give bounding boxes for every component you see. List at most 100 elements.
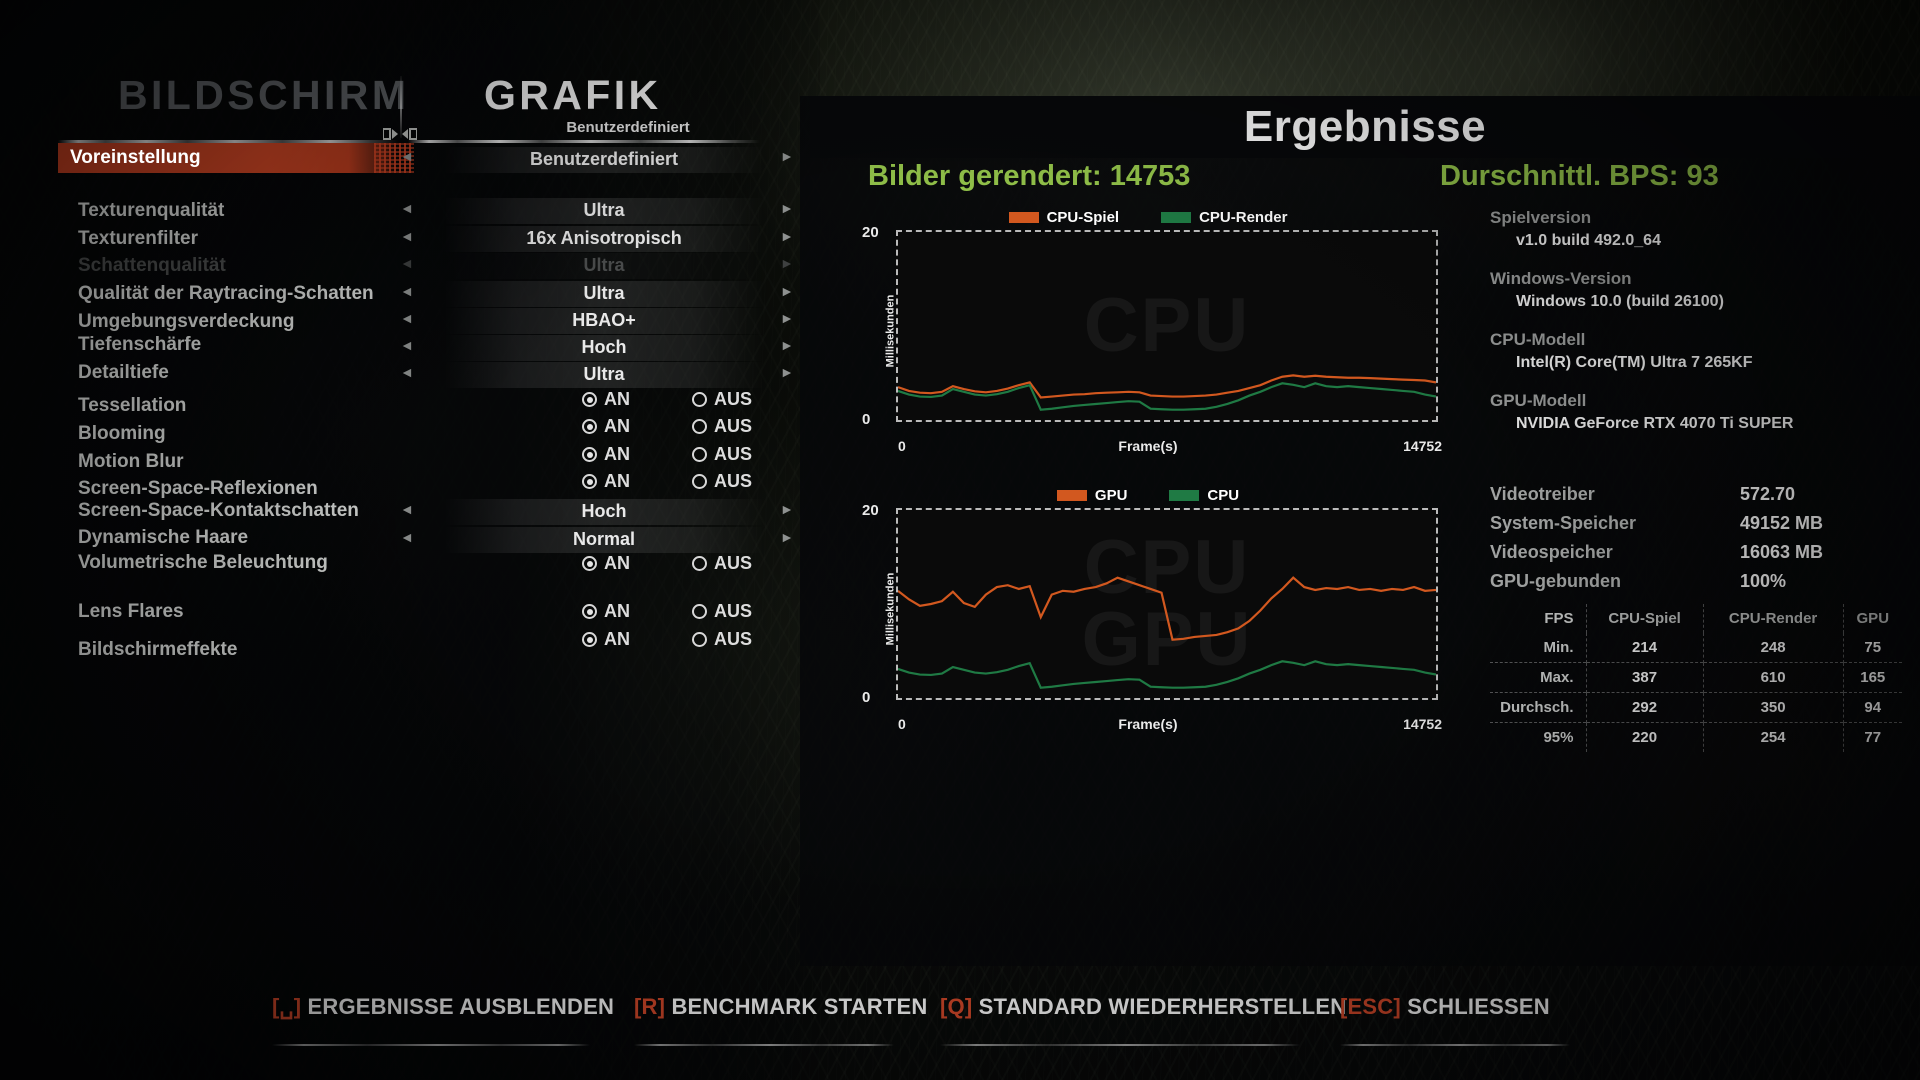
radio-unselected-icon	[692, 447, 707, 462]
y-axis-label: Millisekunden	[884, 294, 897, 368]
setting-radio-group: AN AUS	[444, 471, 764, 497]
radio-option-off[interactable]: AUS	[692, 389, 752, 410]
radio-option-on[interactable]: AN	[582, 416, 630, 437]
setting-arrow-right-icon[interactable]: ►	[780, 501, 794, 517]
radio-option-off[interactable]: AUS	[692, 629, 752, 650]
radio-label: AUS	[714, 629, 753, 649]
radio-option-on[interactable]: AN	[582, 553, 630, 574]
chart-series-line	[898, 578, 1436, 640]
table-cell: 610	[1702, 662, 1844, 693]
radio-option-off[interactable]: AUS	[692, 416, 752, 437]
command-standard-wiederherstellen[interactable]: [Q] STANDARD WIEDERHERSTELLEN	[940, 994, 1346, 1046]
average-fps-stat: Durschnittl. BPS: 93	[1440, 160, 1719, 192]
setting-arrow-left-icon[interactable]: ◄	[400, 200, 414, 216]
radio-label: AN	[604, 553, 630, 573]
radio-option-off[interactable]: AUS	[692, 471, 752, 492]
radio-label: AUS	[714, 416, 753, 436]
system-spec-value: 49152 MB	[1740, 513, 1824, 533]
system-info-block: Spielversion v1.0 build 492.0_64	[1490, 208, 1910, 250]
command-label: SCHLIESSEN	[1400, 994, 1550, 1019]
legend-swatch-icon	[1056, 489, 1087, 501]
command-key-badge: [␣]	[272, 994, 302, 1019]
setting-value-row: ◄ Normal ►	[58, 527, 794, 555]
setting-value[interactable]: Ultra	[444, 281, 764, 307]
setting-value-wrap: HBAO+	[444, 308, 764, 334]
command-ergebnisse-ausblenden[interactable]: [␣] ERGEBNISSE AUSBLENDEN	[272, 994, 614, 1046]
setting-arrow-right-icon[interactable]: ►	[780, 228, 794, 244]
table-cell: 77	[1842, 722, 1902, 752]
table-column-header: GPU	[1842, 604, 1902, 633]
setting-value-row: ◄ Ultra ►	[58, 253, 794, 281]
radio-unselected-icon	[692, 604, 707, 619]
setting-arrow-right-icon[interactable]: ►	[780, 364, 794, 380]
setting-arrow-left-icon[interactable]: ◄	[400, 529, 414, 545]
radio-option-on[interactable]: AN	[582, 629, 630, 650]
setting-value[interactable]: Ultra	[444, 362, 764, 388]
legend-item: CPU-Spiel	[1008, 209, 1119, 226]
radio-label: AUS	[714, 389, 753, 409]
command-benchmark-starten[interactable]: [R] BENCHMARK STARTEN	[634, 994, 927, 1046]
radio-option-on[interactable]: AN	[582, 601, 630, 622]
setting-value-row: AN AUS	[58, 416, 764, 444]
radio-selected-icon	[582, 632, 597, 647]
table-cell: Max.	[1540, 669, 1574, 686]
system-info-value: Windows 10.0 (build 26100)	[1516, 293, 1724, 310]
radio-option-off[interactable]: AUS	[692, 601, 752, 622]
radio-option-on[interactable]: AN	[582, 471, 630, 492]
setting-arrow-right-icon[interactable]: ►	[780, 337, 794, 353]
fps-summary-table: FPS CPU-Spiel CPU-Render GPU Min. 214 248 75 Ma…	[1490, 604, 1902, 752]
chart-series-line	[898, 661, 1436, 687]
setting-radio-group: AN AUS	[444, 601, 764, 627]
radio-unselected-icon	[692, 632, 707, 647]
system-info-key: Spielversion	[1490, 208, 1592, 227]
radio-option-off[interactable]: AUS	[692, 444, 752, 465]
table-cell: 248	[1702, 633, 1844, 663]
legend-item: CPU-Render	[1161, 209, 1287, 226]
setting-arrow-right-icon[interactable]: ►	[780, 529, 794, 545]
setting-radio-group: AN AUS	[444, 629, 764, 655]
y-axis-label: Millisekunden	[884, 572, 897, 646]
command-text: [R] BENCHMARK STARTEN	[634, 994, 927, 1020]
chart-legend: CPU-Spiel CPU-Render	[848, 206, 1448, 228]
setting-value-wrap: Ultra	[444, 198, 764, 224]
radio-label: AN	[604, 601, 630, 621]
setting-arrow-left-icon[interactable]: ◄	[400, 283, 414, 299]
system-info-block: GPU-Modell NVIDIA GeForce RTX 4070 Ti SUP…	[1490, 391, 1910, 433]
table-row: Durchsch. 292 350 94	[1490, 692, 1902, 723]
setting-arrow-right-icon[interactable]: ►	[780, 200, 794, 216]
radio-label: AN	[604, 416, 630, 436]
setting-arrow-left-icon[interactable]: ◄	[400, 501, 414, 517]
system-spec-key: System-Speicher	[1490, 513, 1637, 533]
radio-option-on[interactable]: AN	[582, 389, 630, 410]
y-axis-tick-max: 20	[862, 224, 879, 241]
legend-swatch-icon	[1008, 211, 1039, 223]
setting-value[interactable]: HBAO+	[444, 308, 764, 334]
setting-arrow-left-icon[interactable]: ◄	[400, 310, 414, 326]
radio-selected-icon	[582, 556, 597, 571]
setting-value[interactable]: 16x Anisotropisch	[444, 226, 764, 252]
command-schliessen[interactable]: [ESC] SCHLIESSEN	[1340, 994, 1570, 1046]
table-column-header: FPS	[1544, 610, 1574, 627]
setting-value[interactable]: Hoch	[444, 335, 764, 361]
setting-arrow-left-icon[interactable]: ◄	[400, 228, 414, 244]
radio-label: AN	[604, 471, 630, 491]
chart-plot-area: CPU	[896, 230, 1438, 422]
setting-value-row: ◄ 16x Anisotropisch ►	[58, 226, 794, 254]
setting-value[interactable]: Normal	[444, 527, 764, 553]
system-info-key: CPU-Modell	[1490, 330, 1586, 349]
radio-option-off[interactable]: AUS	[692, 553, 752, 574]
setting-arrow-right-icon[interactable]: ►	[780, 310, 794, 326]
setting-arrow-right-icon[interactable]: ►	[780, 283, 794, 299]
radio-selected-icon	[582, 419, 597, 434]
table-body: Min. 214 248 75 Max. 387 610 165 Durchsch. 292 350…	[1490, 633, 1902, 752]
setting-value[interactable]: Hoch	[444, 499, 764, 525]
chart-legend: GPU CPU	[848, 484, 1448, 506]
setting-arrow-right-icon: ►	[780, 255, 794, 271]
system-spec-value: 572.70	[1740, 484, 1796, 504]
setting-value[interactable]: Ultra	[444, 198, 764, 224]
setting-arrow-left-icon[interactable]: ◄	[400, 364, 414, 380]
table-row: 95% 220 254 77	[1490, 722, 1902, 752]
setting-arrow-left-icon[interactable]: ◄	[400, 337, 414, 353]
radio-option-on[interactable]: AN	[582, 444, 630, 465]
chart-svg	[898, 232, 1436, 420]
